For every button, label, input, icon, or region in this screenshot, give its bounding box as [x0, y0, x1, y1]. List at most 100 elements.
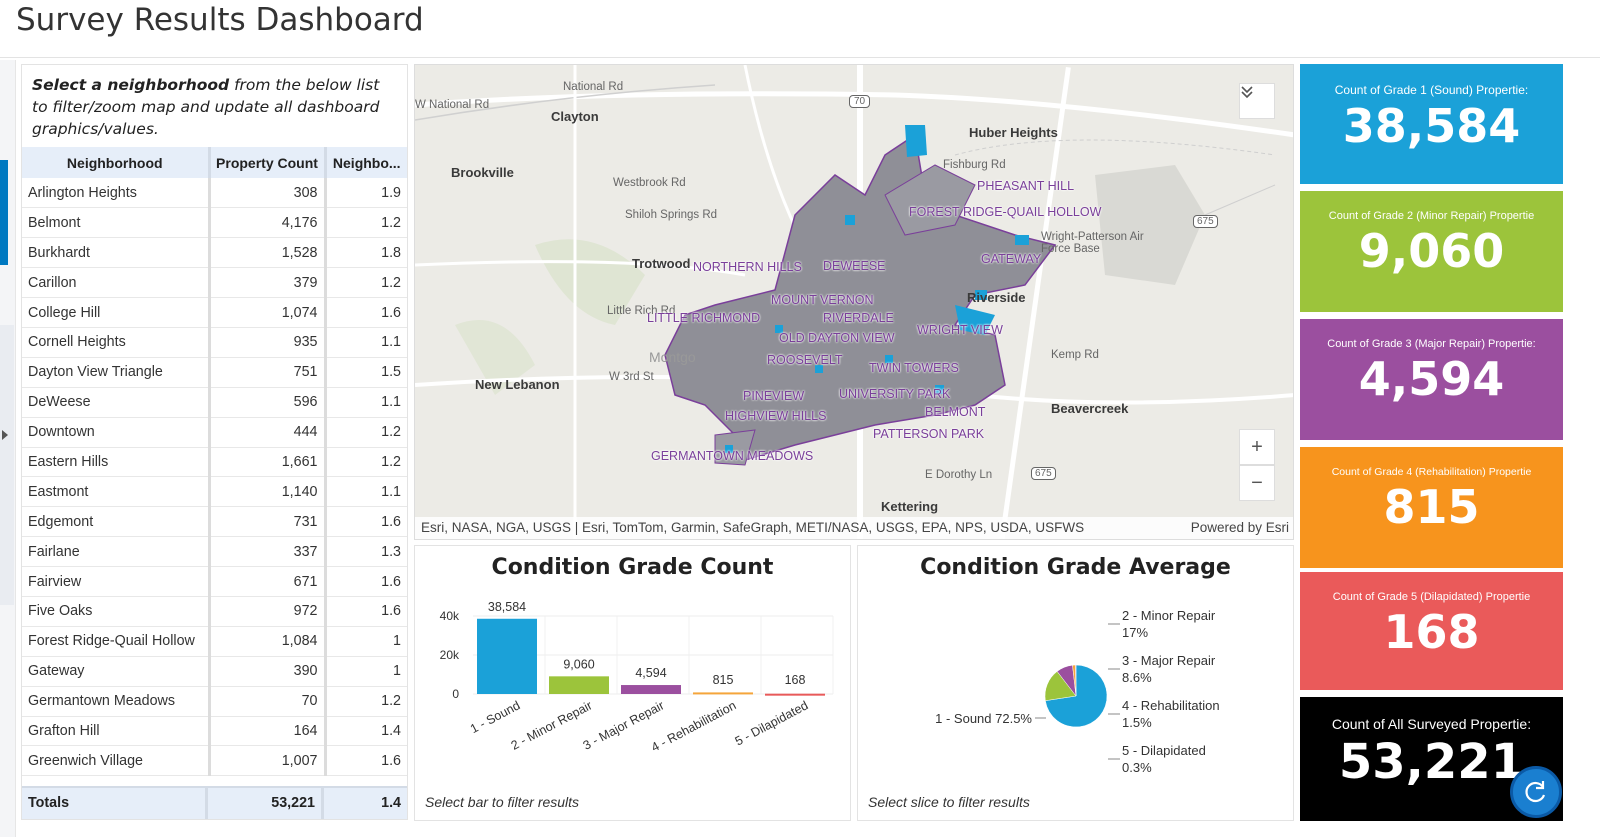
cell-neighborhood: Edgemont — [22, 506, 211, 538]
bar[interactable] — [549, 676, 609, 694]
cell-property-count: 390 — [209, 656, 327, 687]
table-row[interactable]: Fairlane 337 1.3 — [22, 536, 407, 568]
bar[interactable] — [765, 693, 825, 696]
map-label-neighborhood: RIVERDALE — [823, 311, 894, 325]
cell-neighborhood-avg: 1 — [325, 626, 407, 657]
pie-value-label: 1.5% — [1122, 715, 1152, 730]
table-row[interactable]: Dayton View Triangle 751 1.5 — [22, 357, 407, 388]
powered-by-esri-link[interactable]: Powered by Esri — [1190, 520, 1289, 535]
cell-property-count: 379 — [209, 267, 327, 299]
side-rail-active-indicator — [0, 160, 8, 265]
column-header-neighborhood[interactable]: Neighborhood — [22, 147, 211, 178]
map-label-base: Wright-Patterson Air Force Base — [1041, 231, 1144, 255]
bar[interactable] — [477, 618, 537, 694]
cell-property-count: 164 — [209, 716, 327, 747]
table-row[interactable]: Germantown Meadows 70 1.2 — [22, 686, 407, 717]
pie-chart-card: Condition Grade Average 1 - Sound 72.5% 2… — [857, 545, 1294, 821]
cell-neighborhood: Greenwich Village — [22, 745, 211, 777]
stat-label: Count of All Surveyed Propertie: — [1331, 716, 1532, 732]
cell-property-count: 1,084 — [209, 626, 327, 657]
table-row[interactable]: Belmont 4,176 1.2 — [22, 207, 407, 239]
map-label-neighborhood: UNIVERSITY PARK — [839, 387, 951, 401]
cell-property-count: 444 — [209, 417, 327, 448]
instructions-bold: Select a neighborhood — [32, 76, 230, 94]
cell-property-count: 671 — [209, 566, 327, 597]
side-rail-scroll[interactable] — [0, 325, 14, 605]
table-row[interactable]: Greenwich Village 1,007 1.6 — [22, 745, 407, 777]
pie-chart[interactable]: 1 - Sound 72.5% 2 - Minor Repair 17% 3 - Ma… — [858, 596, 1293, 796]
map-label-road: Westbrook Rd — [613, 177, 686, 189]
pie-chart-title: Condition Grade Average — [920, 555, 1231, 580]
table-row[interactable]: College Hill 1,074 1.6 — [22, 297, 407, 328]
table-row[interactable]: Fairview 671 1.6 — [22, 566, 407, 597]
map-label-town: Kettering — [881, 499, 939, 514]
table-row[interactable]: Eastmont 1,140 1.1 — [22, 476, 407, 508]
table-body-scroll[interactable]: Arlington Heights 308 1.9 Belmont 4,176 1.2 Bu… — [22, 178, 407, 790]
cell-neighborhood-avg: 1.3 — [325, 536, 407, 568]
cell-neighborhood: Germantown Meadows — [22, 686, 211, 717]
interstate-shield: 675 — [1193, 215, 1218, 228]
bar[interactable] — [621, 685, 681, 694]
pie-slice[interactable] — [1075, 664, 1077, 697]
table-row[interactable]: Five Oaks 972 1.6 — [22, 596, 407, 627]
neighborhood-rows: Arlington Heights 308 1.9 Belmont 4,176 1.2 Bu… — [22, 178, 407, 777]
table-row[interactable]: Carillon 379 1.2 — [22, 267, 407, 299]
refresh-button[interactable] — [1510, 766, 1562, 818]
cell-neighborhood: Dayton View Triangle — [22, 357, 211, 388]
table-row[interactable]: Downtown 444 1.2 — [22, 417, 407, 448]
cell-neighborhood: Gateway — [22, 656, 211, 687]
map-label-neighborhood: ROOSEVELT — [767, 353, 843, 367]
table-row[interactable]: Edgemont 731 1.6 — [22, 506, 407, 538]
stat-card-grade-3: Count of Grade 3 (Major Repair) Properti… — [1300, 319, 1563, 440]
map-attribution: Esri, NASA, NGA, USGS | Esri, TomTom, Ga… — [415, 517, 1293, 539]
map-label-neighborhood: NORTHERN HILLS — [693, 260, 802, 274]
cell-neighborhood: Carillon — [22, 267, 211, 299]
table-row[interactable]: Arlington Heights 308 1.9 — [22, 178, 407, 209]
map-canvas[interactable] — [415, 65, 1294, 540]
cell-neighborhood: Forest Ridge-Quail Hollow — [22, 626, 211, 657]
header: Survey Results Dashboard — [0, 0, 1600, 58]
cell-neighborhood: Eastern Hills — [22, 447, 211, 478]
cell-neighborhood-avg: 1.2 — [325, 267, 407, 299]
neighborhood-polygons[interactable] — [664, 125, 1057, 466]
zoom-out-button[interactable]: − — [1239, 465, 1275, 501]
map-label-neighborhood: LITTLE RICHMOND — [647, 311, 761, 325]
bar[interactable] — [693, 692, 753, 695]
table-row[interactable]: Gateway 390 1 — [22, 656, 407, 687]
table-row[interactable]: Forest Ridge-Quail Hollow 1,084 1 — [22, 626, 407, 657]
stat-label: Count of Grade 5 (Dilapidated) Propertie — [1332, 591, 1531, 603]
cell-neighborhood-avg: 1.2 — [325, 207, 407, 239]
table-row[interactable]: Burkhardt 1,528 1.8 — [22, 237, 407, 269]
map-label-neighborhood: MOUNT VERNON — [771, 293, 874, 307]
map-label-neighborhood: GATEWAY — [981, 252, 1042, 266]
cell-neighborhood-avg: 1.8 — [325, 237, 407, 269]
column-header-property-count[interactable]: Property Count — [209, 147, 327, 178]
map-label-neighborhood: TWIN TOWERS — [869, 361, 959, 375]
bar-value-label: 815 — [713, 673, 734, 687]
zoom-in-button[interactable]: + — [1239, 429, 1275, 465]
stat-label: Count of Grade 2 (Minor Repair) Properti… — [1328, 210, 1535, 222]
bar-value-label: 38,584 — [488, 600, 526, 614]
table-row[interactable]: Eastern Hills 1,661 1.2 — [22, 447, 407, 478]
cell-neighborhood: Downtown — [22, 417, 211, 448]
cell-neighborhood-avg: 1.2 — [325, 417, 407, 448]
map-view[interactable]: W National Rd National Rd Clayton Brookv… — [414, 64, 1294, 540]
caret-right-icon[interactable] — [2, 430, 8, 440]
table-row[interactable]: DeWeese 596 1.1 — [22, 387, 407, 418]
bar-value-label: 4,594 — [635, 666, 666, 680]
cell-property-count: 596 — [209, 387, 327, 418]
column-header-neighborhood-avg[interactable]: Neighbo... — [325, 147, 407, 178]
cell-neighborhood-avg: 1.1 — [325, 387, 407, 418]
cell-neighborhood: Belmont — [22, 207, 211, 239]
table-row[interactable]: Cornell Heights 935 1.1 — [22, 327, 407, 358]
cell-property-count: 731 — [209, 506, 327, 538]
bar-chart[interactable]: 40k 20k 0 38,584 1 - Sound 9,060 2 - Minor Rep… — [415, 596, 850, 796]
stat-card-grade-4: Count of Grade 4 (Rehabilitation) Proper… — [1300, 447, 1563, 568]
totals-avg: 1.4 — [381, 795, 401, 811]
table-row[interactable]: Grafton Hill 164 1.4 — [22, 716, 407, 747]
collapse-map-button[interactable] — [1239, 83, 1275, 119]
cell-property-count: 1,074 — [209, 297, 327, 328]
map-label-neighborhood: DEWEESE — [823, 259, 886, 273]
cell-neighborhood-avg: 1.6 — [325, 596, 407, 627]
cell-neighborhood: DeWeese — [22, 387, 211, 418]
